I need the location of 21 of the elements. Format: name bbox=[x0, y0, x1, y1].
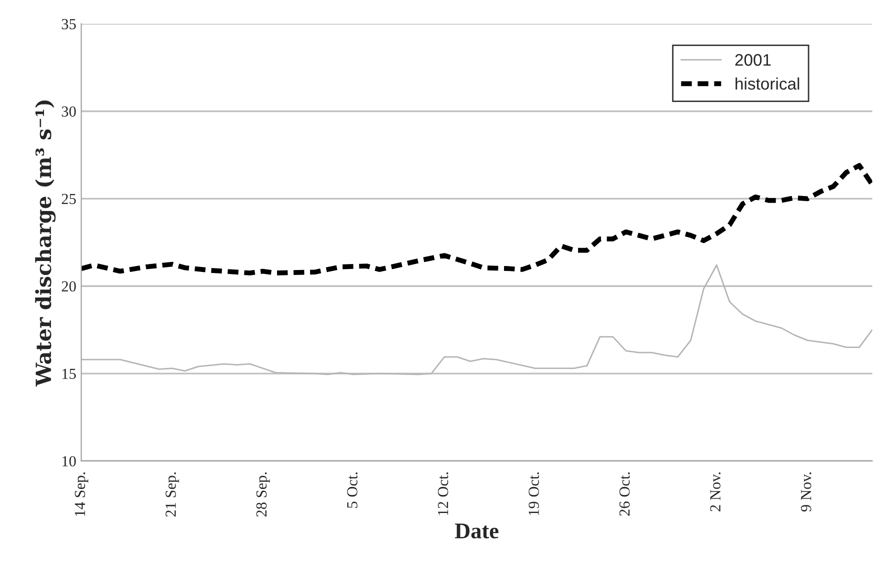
y-axis-title: Water discharge (m³ s⁻¹) bbox=[35, 100, 56, 386]
line-series bbox=[81, 163, 872, 276]
x-tick-label: 28 Sep. bbox=[256, 472, 270, 517]
x-tick-label: 5 Oct. bbox=[347, 472, 358, 508]
x-tick-label: 26 Oct. bbox=[619, 472, 630, 516]
x-tick-label: 9 Nov. bbox=[800, 472, 812, 512]
legend-label: historical bbox=[736, 77, 800, 90]
line-series bbox=[81, 264, 872, 376]
legend-label: 2001 bbox=[735, 54, 771, 66]
x-tick-label: 14 Sep. bbox=[74, 472, 88, 516]
y-tick-label: 20 bbox=[62, 281, 76, 292]
y-tick-label: 15 bbox=[62, 368, 76, 379]
x-axis-title: Date bbox=[454, 524, 498, 538]
y-tick-label: 10 bbox=[62, 456, 76, 466]
x-tick-label: 21 Sep. bbox=[166, 472, 179, 517]
x-tick-label: 2 Nov. bbox=[710, 472, 721, 512]
x-tick-label: 12 Oct. bbox=[438, 472, 448, 516]
x-tick-label: 19 Oct. bbox=[528, 472, 540, 516]
y-tick-label: 35 bbox=[62, 19, 76, 30]
y-tick-label: 30 bbox=[62, 106, 76, 117]
y-tick-label: 25 bbox=[62, 194, 76, 204]
